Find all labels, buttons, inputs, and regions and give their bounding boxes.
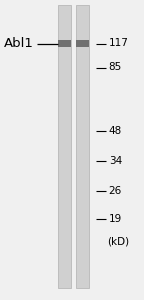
Bar bbox=[58, 40, 71, 47]
Bar bbox=[58, 4, 71, 288]
Bar bbox=[76, 40, 89, 47]
Text: 26: 26 bbox=[109, 185, 122, 196]
Text: 19: 19 bbox=[109, 214, 122, 224]
Text: 48: 48 bbox=[109, 125, 122, 136]
Text: 34: 34 bbox=[109, 155, 122, 166]
Text: 117: 117 bbox=[109, 38, 129, 49]
Bar bbox=[76, 4, 89, 288]
Text: 85: 85 bbox=[109, 62, 122, 73]
Text: Abl1: Abl1 bbox=[4, 37, 34, 50]
Text: (kD): (kD) bbox=[107, 236, 129, 247]
